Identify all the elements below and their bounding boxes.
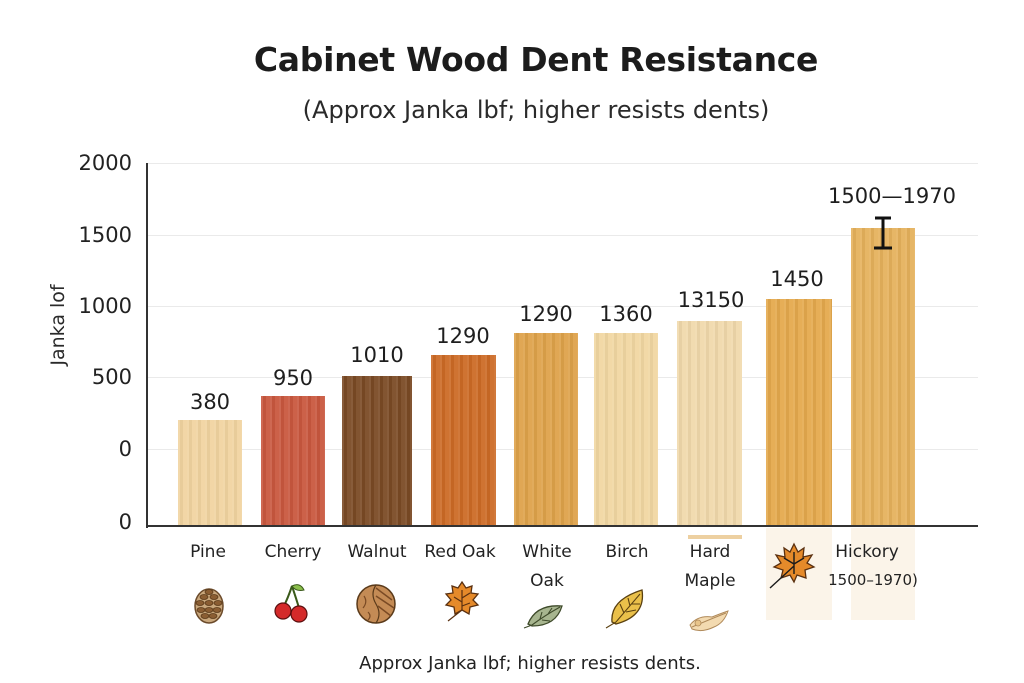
error-bar-hickory [874,216,892,250]
value-label: 1500—1970 [828,184,956,208]
gridline-2000 [148,163,978,164]
x-label-pine: Pine [190,542,226,562]
x-label-cherry: Cherry [264,542,322,562]
value-label: 1290 [519,302,573,326]
bar-walnut [342,376,412,526]
bar-hard-maple [677,321,742,526]
x-label-hickory-range: 1500–1970) [828,571,918,589]
pinecone-icon [194,588,224,624]
x-label-red-oak: Red Oak [424,542,496,562]
value-label: 1290 [436,324,490,348]
x-axis-line [146,525,978,527]
y-tick: 0 [118,510,132,534]
value-label: 1450 [770,267,824,291]
y-tick: 2000 [78,151,132,175]
birch-leaf-icon [605,589,644,629]
maple-seed-icon [689,610,729,632]
green-leaf-icon [523,605,563,629]
x-label-hard-maple-2: Maple [684,571,736,591]
gridline-1000 [148,306,978,307]
x-label-hard-maple: Hard [689,542,731,562]
bar-white-oak [514,333,578,526]
y-tick: 0 [118,437,132,461]
value-label: 380 [189,390,231,414]
y-tick: 1000 [78,294,132,318]
y-tick: 500 [91,365,132,389]
bar-reflection [688,535,742,539]
footer-note: Approx Janka lbf; higher resists dents. [359,653,701,674]
bar-red-oak [431,355,496,526]
oak-leaf-icon [444,580,480,622]
value-label: 1360 [599,302,653,326]
x-label-birch: Birch [605,542,649,562]
value-label: 13150 [677,288,745,312]
bar-hickory [851,228,915,526]
chart-title: Cabinet Wood Dent Resistance [253,40,819,79]
maple-leaf-icon [769,542,816,589]
gridline-1500 [148,235,978,236]
x-label-hickory: Hickory [835,542,899,562]
bar-pine [178,420,242,526]
y-axis-label: Janka lof [47,284,69,366]
chart-subtitle: (Approx Janka lbf; higher resists dents) [302,96,770,124]
bar-reflection [851,528,915,620]
value-label: 950 [272,366,314,390]
value-label: 1010 [350,343,404,367]
walnut-icon [356,584,396,624]
y-tick: 1500 [78,223,132,247]
x-label-white-oak: White [522,542,572,562]
bar-unlabeled [766,299,832,526]
y-axis-line [146,163,148,528]
bar-birch [594,333,658,526]
bar-cherry [261,396,325,526]
x-label-white-oak-2: Oak [530,571,564,591]
cherry-icon [274,584,308,623]
x-label-walnut: Walnut [347,542,407,562]
